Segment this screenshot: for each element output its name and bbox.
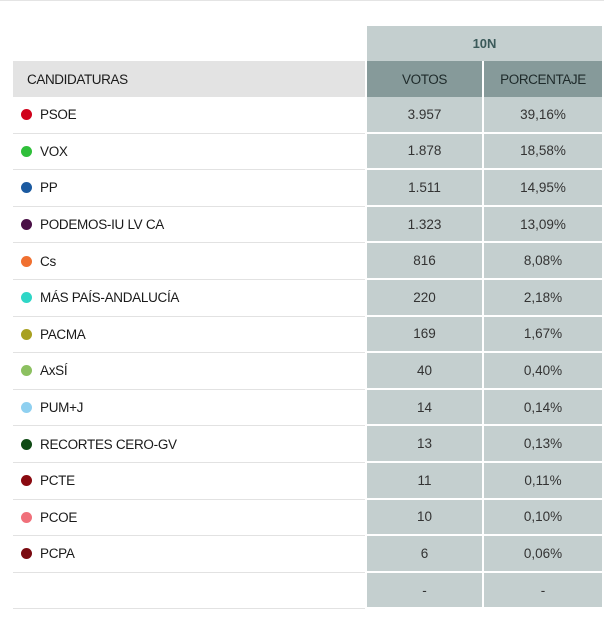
party-color-dot-icon (21, 255, 32, 267)
votes-cell: 40 (367, 353, 484, 390)
party-color-dot-icon (21, 182, 32, 194)
party-color-dot-icon (21, 548, 32, 560)
votes-cell: 220 (367, 279, 484, 317)
party-cell: RECORTES CERO-GV (13, 426, 365, 463)
table-row: AxSÍ 40 0,40% (13, 353, 602, 390)
table-row: Cs 816 8,08% (13, 243, 602, 280)
party-name: PCTE (40, 473, 75, 489)
table-row: PUM+J 14 0,14% (13, 389, 602, 427)
percentage-cell: 0,06% (484, 536, 602, 573)
party-cell: PACMA (13, 317, 365, 354)
percentage-cell: 13,09% (484, 206, 602, 244)
party-color-dot-icon (21, 511, 32, 523)
votes-cell: 1.511 (367, 170, 484, 207)
party-name: AxSÍ (40, 363, 68, 379)
party-cell: PCTE (13, 463, 365, 500)
group-header-row: 10N (13, 26, 602, 61)
party-cell: AxSÍ (13, 353, 365, 390)
party-cell: MÁS PAÍS-ANDALUCÍA (13, 280, 365, 317)
percentage-cell: 14,95% (484, 170, 602, 207)
party-color-dot-icon (21, 145, 32, 157)
votes-cell: - (367, 572, 484, 610)
votes-cell: 13 (367, 426, 484, 463)
column-header-row: CANDIDATURAS VOTOS PORCENTAJE (13, 61, 602, 97)
party-name: RECORTES CERO-GV (40, 436, 177, 452)
party-name: PODEMOS-IU LV CA (40, 217, 164, 233)
percentage-cell: 0,10% (484, 499, 602, 537)
party-name: PACMA (40, 326, 86, 342)
party-name: MÁS PAÍS-ANDALUCÍA (40, 290, 180, 306)
party-color-dot-icon (21, 328, 32, 340)
party-cell: PODEMOS-IU LV CA (13, 207, 365, 244)
party-name: PSOE (40, 107, 77, 123)
percentage-cell: 0,11% (484, 462, 602, 500)
votes-cell: 3.957 (367, 97, 484, 134)
party-cell: VOX (13, 134, 365, 171)
party-color-dot-icon (21, 219, 32, 231)
percentage-cell: - (484, 572, 602, 610)
table-row: RECORTES CERO-GV 13 0,13% (13, 426, 602, 463)
party-name: VOX (40, 143, 68, 159)
votes-cell: 6 (367, 536, 484, 573)
table-row: MÁS PAÍS-ANDALUCÍA 220 2,18% (13, 279, 602, 317)
table-row: PACMA 169 1,67% (13, 316, 602, 354)
table-row: VOX 1.878 18,58% (13, 133, 602, 171)
party-color-dot-icon (21, 292, 32, 304)
votes-cell: 1.323 (367, 206, 484, 244)
party-name: PCOE (40, 509, 78, 525)
party-cell: PCPA (13, 536, 365, 573)
percentage-cell: 0,40% (484, 353, 602, 390)
header-votos: VOTOS (367, 61, 484, 97)
percentage-cell: 2,18% (484, 279, 602, 317)
table-row: PSOE 3.957 39,16% (13, 97, 602, 134)
percentage-cell: 1,67% (484, 316, 602, 354)
header-porcentaje: PORCENTAJE (484, 61, 602, 97)
party-color-dot-icon (21, 109, 32, 121)
percentage-cell: 8,08% (484, 243, 602, 280)
percentage-cell: 18,58% (484, 133, 602, 171)
header-candidaturas: CANDIDATURAS (13, 61, 365, 97)
party-cell: Cs (13, 243, 365, 280)
party-color-dot-icon (21, 438, 32, 450)
party-cell: PCOE (13, 500, 365, 537)
table-row: -- (13, 572, 602, 610)
party-cell: PUM+J (13, 390, 365, 427)
party-cell: PSOE (13, 97, 365, 134)
votes-cell: 10 (367, 499, 484, 537)
votes-cell: 816 (367, 243, 484, 280)
party-cell (13, 573, 365, 610)
votes-cell: 1.878 (367, 133, 484, 171)
top-divider (0, 0, 604, 1)
party-color-dot-icon (21, 365, 32, 377)
party-color-dot-icon (21, 475, 32, 487)
party-name: PP (40, 180, 58, 196)
group-header-10n: 10N (367, 26, 602, 61)
votes-cell: 11 (367, 462, 484, 500)
percentage-cell: 0,13% (484, 426, 602, 463)
percentage-cell: 0,14% (484, 389, 602, 427)
results-table: 10N CANDIDATURAS VOTOS PORCENTAJE PSOE 3.… (13, 26, 602, 610)
table-row: PP 1.511 14,95% (13, 170, 602, 207)
party-color-dot-icon (21, 402, 32, 414)
table-row: PCTE 11 0,11% (13, 462, 602, 500)
party-name: PUM+J (40, 400, 84, 416)
votes-cell: 169 (367, 316, 484, 354)
table-row: PCPA 6 0,06% (13, 536, 602, 573)
party-cell: PP (13, 170, 365, 207)
table-body: PSOE 3.957 39,16% VOX 1.878 18,58% PP 1.511 14,9… (13, 97, 602, 610)
party-name: PCPA (40, 546, 75, 562)
party-name: Cs (40, 253, 56, 269)
table-row: PCOE 10 0,10% (13, 499, 602, 537)
table-row: PODEMOS-IU LV CA 1.323 13,09% (13, 206, 602, 244)
percentage-cell: 39,16% (484, 97, 602, 134)
votes-cell: 14 (367, 389, 484, 427)
